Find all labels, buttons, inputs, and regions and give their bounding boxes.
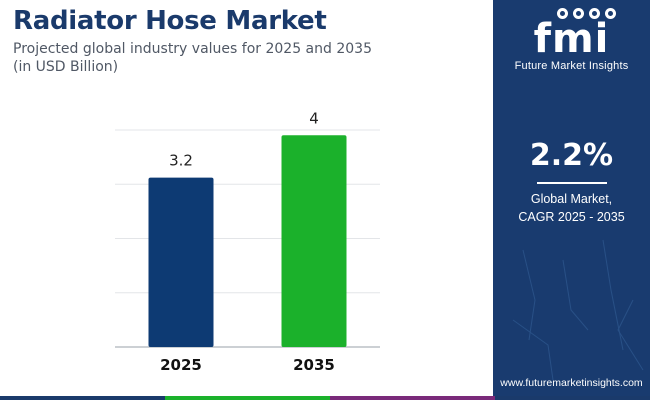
x-tick-label-2025: 2025 bbox=[160, 356, 202, 374]
subtitle-line-2: (in USD Billion) bbox=[13, 59, 119, 75]
bar-chart: 3.24 2025 2035 bbox=[115, 109, 380, 374]
value-label-2025: 3.2 bbox=[169, 152, 193, 170]
side-panel: fmi Future Market Insights 2.2% Global M… bbox=[493, 0, 650, 396]
page-subtitle: Projected global industry values for 202… bbox=[13, 40, 473, 76]
bottom-color-strip bbox=[0, 396, 650, 400]
logo-dot-icon bbox=[557, 8, 568, 19]
cagr-divider bbox=[537, 182, 607, 184]
strip-segment bbox=[495, 396, 650, 400]
chart-value-labels: 3.24 bbox=[169, 109, 319, 169]
cagr-value: 2.2% bbox=[529, 138, 614, 173]
logo-dot-icon bbox=[589, 8, 600, 19]
bar-2035 bbox=[281, 135, 347, 347]
chart-bars bbox=[148, 135, 347, 347]
logo-name: Future Market Insights bbox=[514, 60, 629, 72]
cagr-label-line-2: CAGR 2025 - 2035 bbox=[518, 210, 625, 224]
logo-dot-icon bbox=[573, 8, 584, 19]
strip-segment bbox=[0, 396, 165, 400]
cagr-label-line-1: Global Market, bbox=[530, 192, 613, 206]
logo-dot-icon bbox=[605, 8, 616, 19]
bar-2025 bbox=[148, 177, 214, 347]
page-title: Radiator Hose Market bbox=[13, 6, 327, 36]
cagr-label: Global Market, CAGR 2025 - 2035 bbox=[493, 190, 650, 226]
value-label-2035: 4 bbox=[309, 109, 319, 127]
fmi-logo: fmi Future Market Insights bbox=[493, 8, 650, 72]
strip-segment bbox=[165, 396, 330, 400]
subtitle-line-1: Projected global industry values for 202… bbox=[13, 41, 372, 57]
panel-decoration bbox=[512, 239, 644, 381]
strip-segment bbox=[330, 396, 495, 400]
logo-mark: fmi bbox=[533, 16, 610, 62]
x-tick-label-2035: 2035 bbox=[293, 356, 335, 374]
logo-icons bbox=[523, 8, 650, 22]
chart-x-tick-labels: 2025 2035 bbox=[160, 356, 335, 374]
website-link[interactable]: www.futuremarketinsights.com bbox=[500, 377, 643, 389]
